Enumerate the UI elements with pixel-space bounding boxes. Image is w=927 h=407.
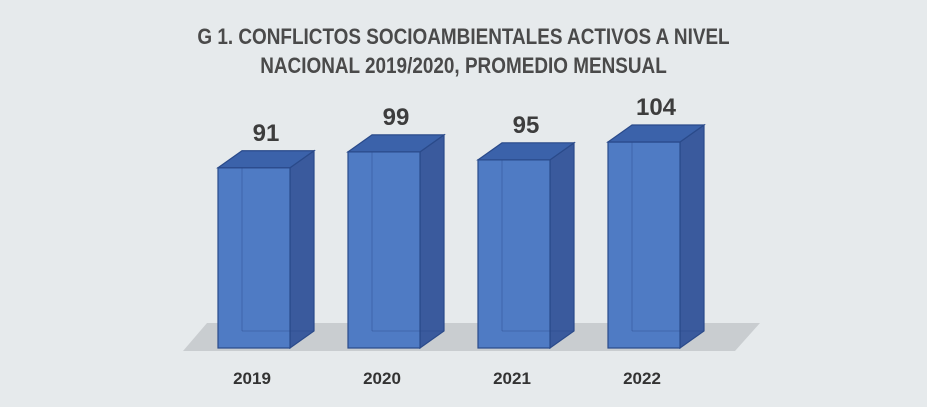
bar-side-face xyxy=(679,123,705,350)
value-label-2022: 104 xyxy=(636,94,677,121)
bar-2021 xyxy=(476,141,576,350)
bar-top-face xyxy=(606,124,706,143)
bar-front-face xyxy=(477,159,551,349)
bar-side-face xyxy=(419,133,445,350)
bar-front-face xyxy=(217,167,291,349)
bar-side-face xyxy=(549,141,575,350)
x-tick-labels-group: 2019 2020 2021 2022 xyxy=(233,369,661,388)
value-label-2020: 99 xyxy=(383,104,410,131)
bar-side-face xyxy=(289,149,315,350)
bar-top-face xyxy=(346,134,446,153)
bars-group xyxy=(216,123,706,350)
chart-title-line-1: G 1. CONFLICTOS SOCIOAMBIENTALES ACTIVOS… xyxy=(197,24,730,49)
x-tick-label-2020: 2020 xyxy=(363,369,401,388)
chart-title-line-2: NACIONAL 2019/2020, PROMEDIO MENSUAL xyxy=(260,53,667,78)
bar-2019 xyxy=(216,149,316,350)
bar-top-face xyxy=(476,142,576,161)
chart-title: G 1. CONFLICTOS SOCIOAMBIENTALES ACTIVOS… xyxy=(65,22,862,80)
value-labels-group: 91 99 95 104 xyxy=(253,94,677,147)
bar-front-face xyxy=(607,141,681,349)
bar-front-face xyxy=(347,151,421,349)
x-tick-label-2021: 2021 xyxy=(493,369,531,388)
bar-2020 xyxy=(346,133,446,350)
bar-top-face xyxy=(216,150,316,169)
value-label-2021: 95 xyxy=(513,112,540,139)
value-label-2019: 91 xyxy=(253,120,280,147)
bar-2022 xyxy=(606,123,706,350)
x-tick-label-2019: 2019 xyxy=(233,369,271,388)
x-tick-label-2022: 2022 xyxy=(623,369,661,388)
